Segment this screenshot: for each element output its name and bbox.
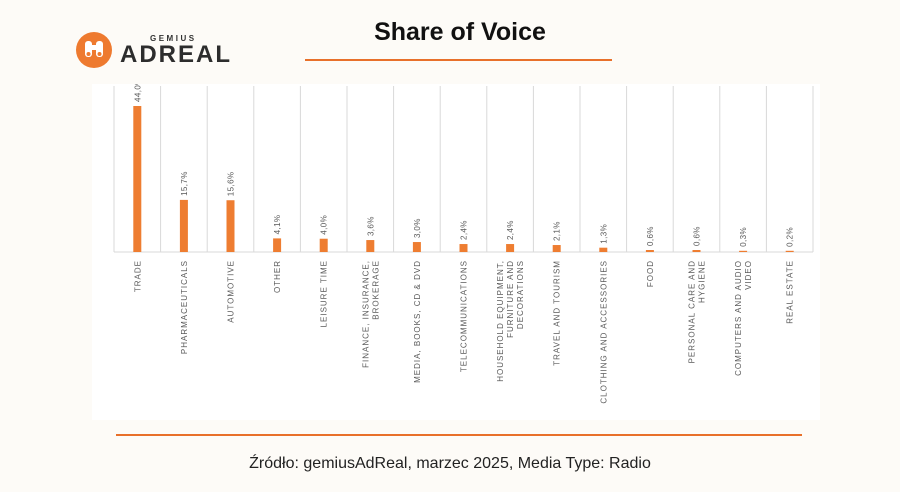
bar [785,250,794,252]
category-label: CLOTHING AND ACCESSORIES [599,260,608,404]
bar [319,238,328,252]
category-label: FINANCE, INSURANCE, [361,260,370,368]
logo-subtitle: GEMIUS [150,34,197,43]
category-label: PHARMACEUTICALS [180,260,189,354]
category-label: BROKERAGE [371,260,380,320]
data-label: 15,7% [180,171,189,196]
data-label: 3,6% [366,216,375,236]
category-label: TRADE [133,260,142,292]
data-label: 3,0% [413,218,422,238]
category-label: PERSONAL CARE AND [688,260,697,363]
category-label: HYGIENE [698,260,707,303]
bar [412,242,421,252]
data-label: 0,2% [786,227,795,247]
data-label: 2,1% [553,221,562,241]
binoculars-icon [76,32,112,68]
data-label: 0,3% [739,227,748,247]
source-note: Źródło: gemiusAdReal, marzec 2025, Media… [249,455,651,472]
category-label: MEDIA, BOOKS, CD & DVD [413,260,422,383]
category-label: TELECOMMUNICATIONS [460,260,469,372]
category-label: OTHER [273,260,282,293]
brand-logo: GEMIUS ADREAL [76,30,236,74]
category-label: FURNITURE AND [506,260,515,338]
bar [645,250,654,252]
bar [179,199,188,252]
data-label: 44,0% [133,84,142,102]
bar [739,250,748,252]
data-label: 1,3% [599,224,608,244]
share-of-voice-chart: 44,0% TRADE 15,7% PHARMACEUTICALS 15,6% AUTOM… [113,84,814,404]
category-label: COMPUTERS AND AUDIO [734,260,743,376]
category-label: HOUSEHOLD EQUIPMENT, [496,260,505,382]
bar [459,244,468,252]
bar [506,244,515,252]
data-label: 0,6% [646,226,655,246]
data-label: 4,1% [273,215,282,235]
bar [552,245,561,252]
bar [599,247,608,252]
data-label: 15,6% [227,172,236,197]
category-label: AUTOMOTIVE [227,260,236,323]
logo-wordmark: ADREAL [120,41,232,68]
data-label: 4,0% [320,215,329,235]
category-label: TRAVEL AND TOURISM [553,260,562,366]
footer-divider [116,434,802,436]
category-label: FOOD [646,260,655,287]
category-label: REAL ESTATE [786,260,795,324]
page-title: Share of Voice [374,18,546,46]
bar [366,240,375,252]
data-label: 2,4% [460,220,469,240]
bar [226,200,235,252]
data-label: 0,6% [693,226,702,246]
category-label: VIDEO [744,260,753,290]
category-label: DECORATIONS [516,260,525,329]
bar [273,238,282,252]
bar [133,106,142,252]
data-label: 2,4% [506,220,515,240]
category-label: LEISURE TIME [320,260,329,327]
bar [692,250,701,252]
title-underline [305,59,612,61]
